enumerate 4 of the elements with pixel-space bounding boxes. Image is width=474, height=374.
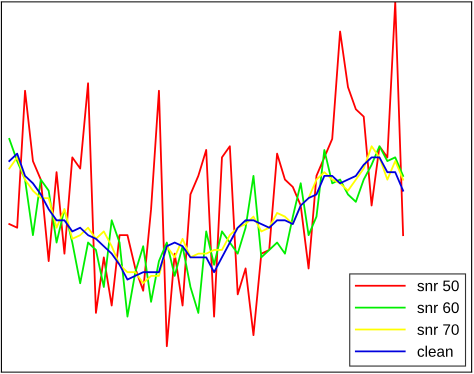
legend-label: snr 60 bbox=[417, 302, 459, 314]
legend-label: snr 70 bbox=[417, 324, 459, 336]
legend-label: snr 50 bbox=[417, 280, 459, 292]
legend-label: clean bbox=[418, 346, 452, 357]
